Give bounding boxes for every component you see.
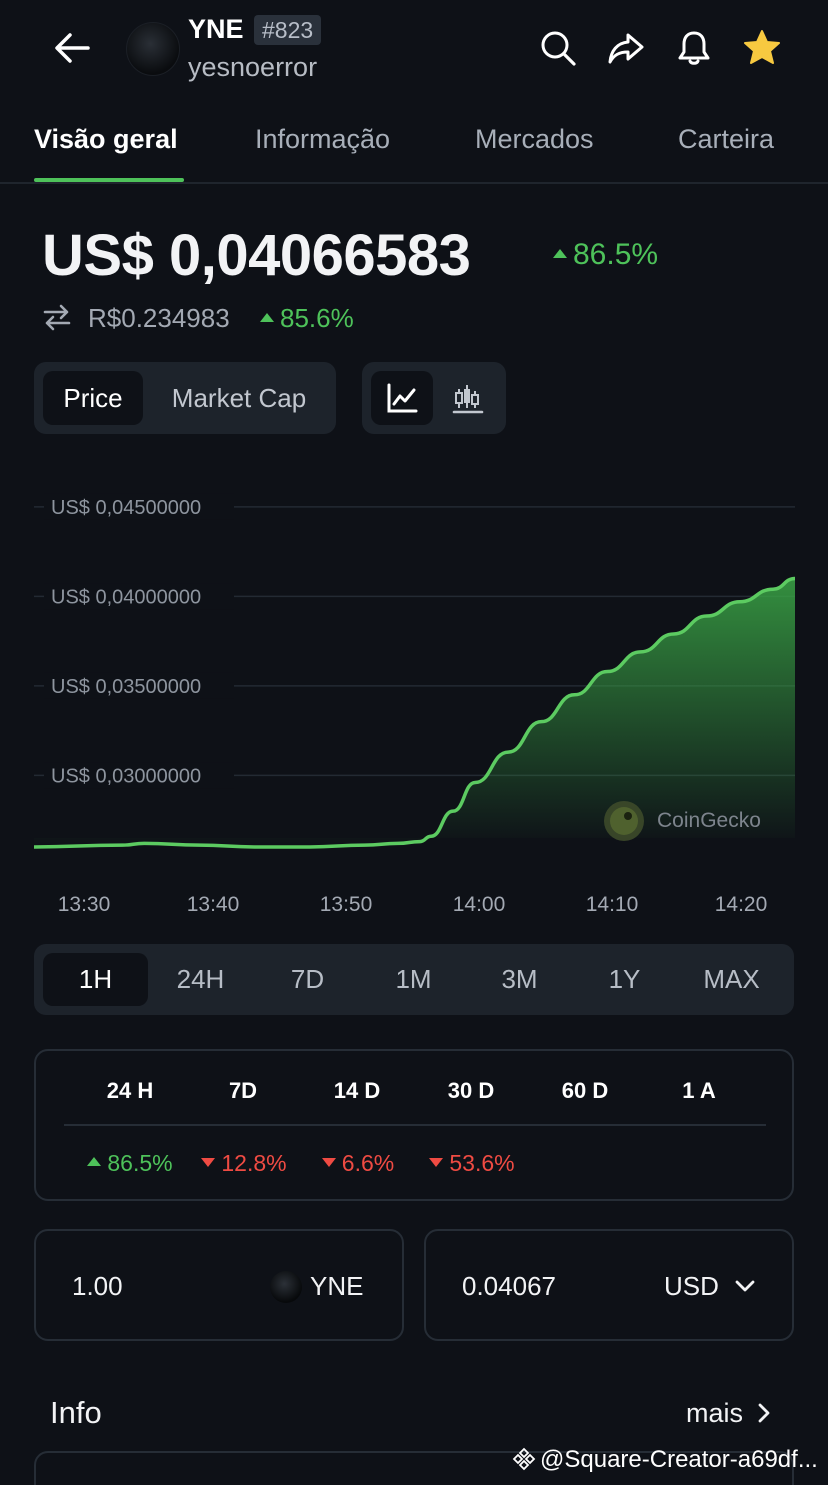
y-tick-label: US$ 0,03500000 xyxy=(51,676,201,698)
performance-card: 24 H 7D 14 D 30 D 60 D 1 A 86.5% 12.8% 6… xyxy=(34,1049,794,1201)
info-more-link[interactable]: mais xyxy=(686,1398,773,1429)
share-icon[interactable] xyxy=(606,28,646,68)
market-cap-toggle-button[interactable]: Market Cap xyxy=(171,383,307,413)
chevron-right-icon xyxy=(758,1403,769,1423)
range-max-button[interactable]: MAX xyxy=(703,964,760,994)
range-1y-button[interactable]: 1Y xyxy=(608,964,641,994)
price-area-fill xyxy=(34,578,795,847)
info-section-title: Info xyxy=(50,1395,102,1430)
converter-amount[interactable]: 1.00 xyxy=(72,1271,123,1301)
perf-header-60d: 60 D xyxy=(561,1078,609,1103)
tab-active-indicator xyxy=(34,178,184,182)
price-usd: US$ 0,04066583 xyxy=(42,223,471,288)
candlestick-chart-icon xyxy=(452,385,484,414)
swap-icon[interactable] xyxy=(42,302,72,332)
range-7d-button[interactable]: 7D xyxy=(290,964,325,994)
perf-value-24h-text: 86.5% xyxy=(107,1150,173,1176)
y-tick-label-bg xyxy=(44,493,234,520)
perf-value-7d: 12.8% xyxy=(185,1150,303,1177)
tab-divider xyxy=(0,182,828,184)
down-triangle-icon xyxy=(429,1158,444,1168)
up-triangle-icon xyxy=(260,312,274,322)
coin-logo xyxy=(126,22,180,76)
perf-value-14d: 6.6% xyxy=(299,1150,417,1177)
line-chart-icon xyxy=(387,383,418,413)
x-tick-label: 13:30 xyxy=(58,893,111,916)
y-tick-label: US$ 0,04500000 xyxy=(51,497,201,519)
coin-logo-small xyxy=(270,1271,302,1303)
time-range-selector: 1H 24H 7D 1M 3M 1Y MAX xyxy=(34,944,794,1015)
chevron-down-icon[interactable] xyxy=(734,1275,756,1297)
x-tick-label: 14:10 xyxy=(586,893,639,916)
perf-value-7d-text: 12.8% xyxy=(221,1150,287,1176)
y-tick-label-bg xyxy=(44,672,234,699)
coingecko-watermark: CoinGecko xyxy=(604,801,761,841)
perf-value-30d-text: 53.6% xyxy=(449,1150,515,1176)
x-tick-label: 14:20 xyxy=(715,893,768,916)
perf-header-30d: 30 D xyxy=(447,1078,495,1103)
converter-from-currency: YNE xyxy=(310,1271,364,1301)
candlestick-chart-button[interactable] xyxy=(438,371,498,425)
range-1h-button[interactable]: 1H xyxy=(43,953,148,1006)
tab-portfolio[interactable]: Carteira xyxy=(678,124,775,154)
price-line xyxy=(33,576,796,849)
converter-to-currency[interactable]: USD xyxy=(664,1271,719,1301)
perf-value-14d-text: 6.6% xyxy=(341,1150,395,1176)
perf-header-24h: 24 H xyxy=(106,1078,154,1103)
x-tick-label: 13:40 xyxy=(187,893,240,916)
search-icon[interactable] xyxy=(538,28,578,68)
tab-markets[interactable]: Mercados xyxy=(475,124,594,154)
converter-result[interactable]: 0.04067 xyxy=(462,1271,556,1301)
info-more-label: mais xyxy=(686,1398,744,1428)
bell-icon[interactable] xyxy=(674,28,714,68)
price-chart[interactable]: US$ 0,04500000 US$ 0,04000000 US$ 0,035000… xyxy=(0,480,828,920)
price-toggle-button[interactable]: Price xyxy=(43,371,143,425)
price-usd-change: 86.5% xyxy=(553,238,658,272)
info-card xyxy=(34,1451,794,1485)
binance-logo-icon xyxy=(512,1447,536,1471)
x-tick-label: 13:50 xyxy=(320,893,373,916)
perf-header-14d: 14 D xyxy=(333,1078,381,1103)
down-triangle-icon xyxy=(321,1158,336,1168)
y-tick-label-bg xyxy=(44,762,234,789)
perf-value-24h: 86.5% xyxy=(71,1150,189,1177)
price-brl-change-value: 85.6% xyxy=(280,303,354,333)
y-tick-label-bg xyxy=(44,583,234,610)
range-3m-button[interactable]: 3M xyxy=(501,964,538,994)
perf-header-7d: 7D xyxy=(228,1078,258,1103)
y-tick-label: US$ 0,03000000 xyxy=(51,765,201,787)
price-usd-change-value: 86.5% xyxy=(573,238,659,271)
tab-overview[interactable]: Visão geral xyxy=(34,124,178,154)
back-arrow-icon[interactable] xyxy=(50,26,94,70)
range-24h-button[interactable]: 24H xyxy=(176,964,225,994)
line-chart-button[interactable] xyxy=(371,371,433,425)
perf-header-1a: 1 A xyxy=(682,1078,716,1103)
converter-to-field[interactable]: 0.04067 USD xyxy=(424,1229,794,1341)
tab-information[interactable]: Informação xyxy=(255,124,391,154)
price-brl: R$0.234983 xyxy=(88,303,230,333)
perf-divider xyxy=(64,1124,766,1126)
up-triangle-icon xyxy=(87,1157,102,1167)
creator-watermark: @Square-Creator-a69df... xyxy=(512,1446,818,1474)
coin-symbol: YNE xyxy=(188,14,244,44)
chart-mode-toggle xyxy=(362,362,506,434)
up-triangle-icon xyxy=(553,248,567,258)
down-triangle-icon xyxy=(201,1158,216,1168)
range-1m-button[interactable]: 1M xyxy=(395,964,432,994)
coin-name: yesnoerror xyxy=(188,52,318,82)
rank-badge: #823 xyxy=(254,15,322,45)
star-icon[interactable] xyxy=(742,28,782,68)
y-tick-label: US$ 0,04000000 xyxy=(51,586,201,608)
perf-value-30d: 53.6% xyxy=(413,1150,531,1177)
creator-watermark-text: @Square-Creator-a69df... xyxy=(540,1446,818,1473)
metric-toggle: Price Market Cap xyxy=(34,362,336,434)
coingecko-watermark-text: CoinGecko xyxy=(657,809,761,832)
x-tick-label: 14:00 xyxy=(453,893,506,916)
converter-from-field[interactable]: 1.00 YNE xyxy=(34,1229,404,1341)
price-brl-change: 85.6% xyxy=(260,303,354,334)
